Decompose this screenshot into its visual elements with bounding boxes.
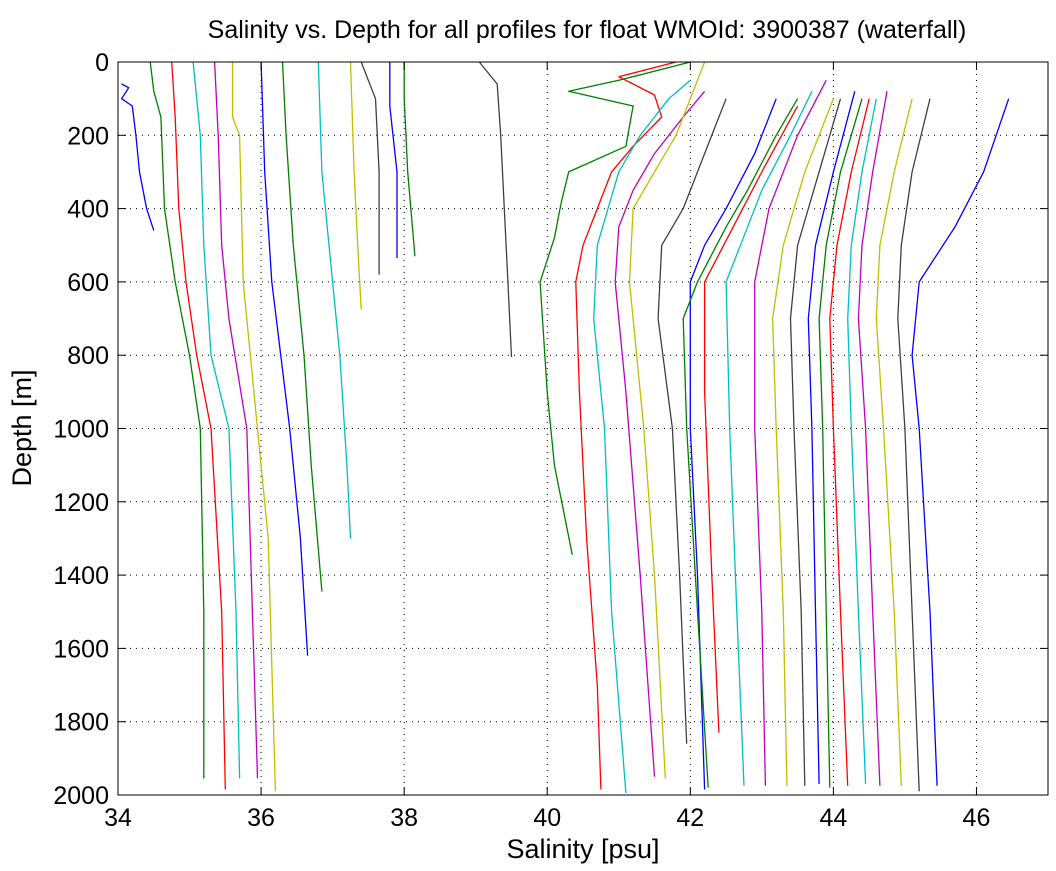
- profile-line-34: [897, 98, 931, 792]
- y-tick-label: 600: [67, 269, 109, 297]
- profile-lines: [120, 61, 1010, 794]
- profile-line-18: [614, 90, 706, 777]
- profile-line-10: [349, 61, 362, 310]
- profile-line-4: [192, 61, 241, 779]
- profile-line-12: [389, 62, 398, 259]
- profile-line-31: [847, 98, 877, 785]
- profile-line-5: [213, 61, 259, 779]
- profile-line-27: [789, 98, 842, 786]
- profile-line-26: [771, 98, 835, 786]
- profile-line-17: [593, 79, 691, 794]
- profile-line-19: [628, 61, 706, 779]
- profile-line-7: [260, 61, 309, 656]
- x-tick-label: 38: [390, 804, 418, 832]
- y-tick-label: 800: [67, 342, 109, 370]
- profile-line-6: [231, 62, 277, 792]
- profile-line-32: [857, 91, 888, 786]
- profile-line-35: [911, 98, 1010, 786]
- profile-line-3: [171, 61, 226, 790]
- y-tick-label: 0: [95, 49, 109, 77]
- profile-line-8: [281, 61, 323, 592]
- profile-line-21: [689, 98, 777, 790]
- x-tick-label: 46: [963, 804, 991, 832]
- x-tick-label: 36: [247, 804, 275, 832]
- profile-line-2: [149, 61, 205, 779]
- profile-line-22: [682, 98, 799, 788]
- y-tick-label: 1200: [53, 489, 109, 517]
- profile-line-28: [807, 91, 856, 785]
- profile-line-29: [818, 98, 863, 788]
- profile-line-1: [120, 83, 155, 231]
- y-tick-label: 1000: [53, 416, 109, 444]
- y-tick-label: 1400: [53, 562, 109, 590]
- y-tick-label: 400: [67, 196, 109, 224]
- profile-line-13: [403, 62, 416, 257]
- profile-line-16: [575, 61, 677, 790]
- profile-line-25: [754, 80, 827, 786]
- profile-line-9: [317, 61, 352, 539]
- profile-line-24: [725, 91, 813, 786]
- profile-line-15: [539, 61, 691, 556]
- x-axis-label: Salinity [psu]: [506, 834, 659, 864]
- x-tick-label: 44: [819, 804, 847, 832]
- profile-line-11: [360, 61, 380, 275]
- profile-line-30: [829, 98, 870, 786]
- x-tick-label: 42: [676, 804, 704, 832]
- y-tick-label: 1800: [53, 709, 109, 737]
- y-tick-label: 2000: [53, 782, 109, 810]
- x-tick-label: 34: [104, 804, 132, 832]
- x-tick-label: 40: [533, 804, 561, 832]
- profile-line-23: [703, 105, 799, 733]
- axis-ticks: 34 36 38 40 42 44 46 0 200 400 600 800 1000 1200 1400 1…: [53, 49, 1048, 832]
- profile-line-20: [657, 98, 727, 744]
- y-axis-label: Depth [m]: [7, 369, 37, 486]
- chart-title: Salinity vs. Depth for all profiles for …: [208, 16, 967, 44]
- y-tick-label: 200: [67, 122, 109, 150]
- profile-line-33: [875, 98, 913, 786]
- profile-line-14: [478, 61, 513, 358]
- y-tick-label: 1600: [53, 635, 109, 663]
